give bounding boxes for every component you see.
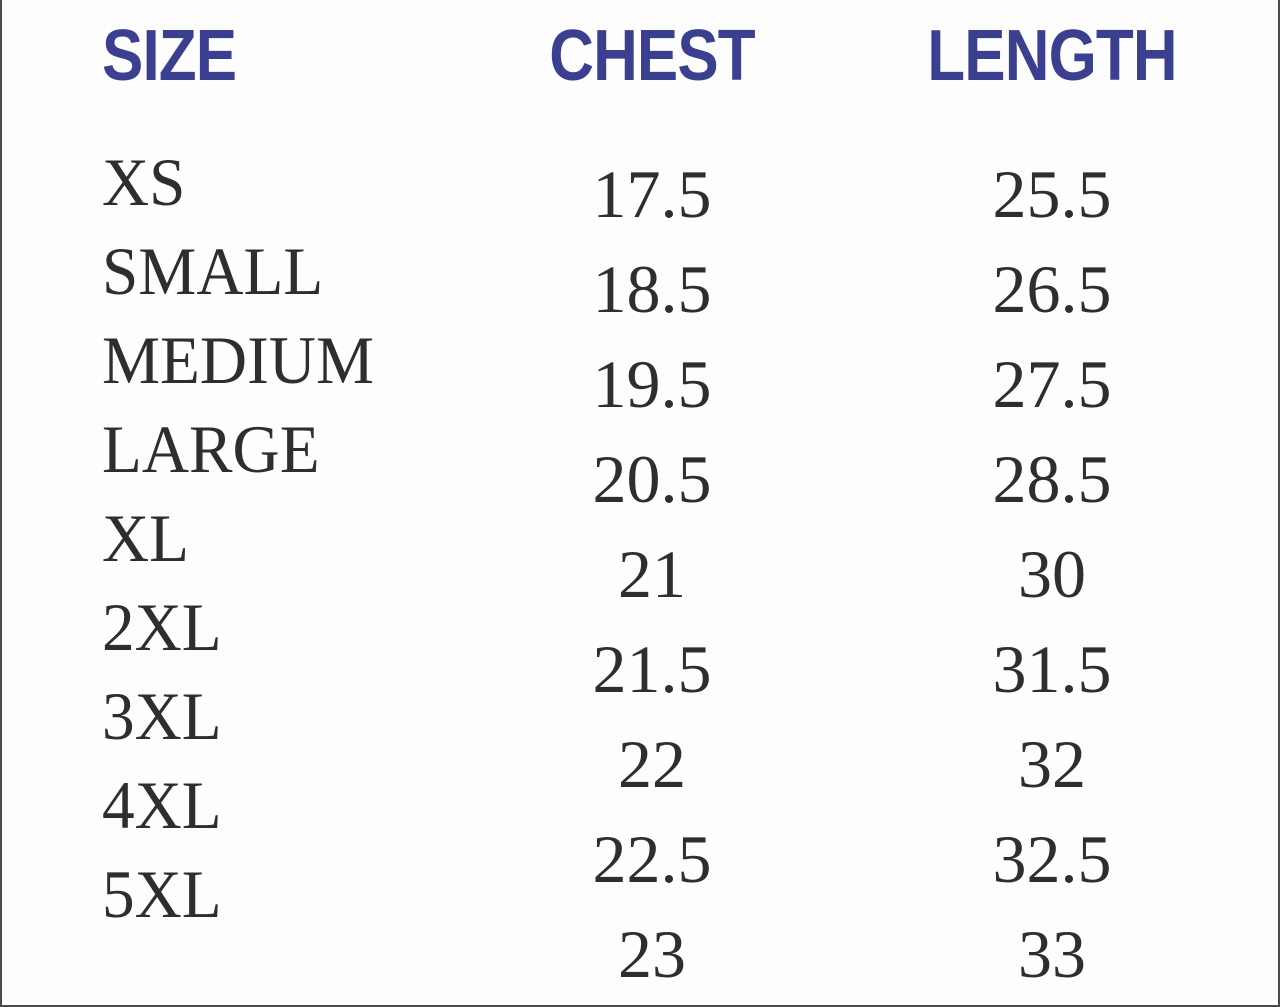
size-label-cell: XL xyxy=(102,500,190,576)
size-label-cell: XS xyxy=(102,144,186,220)
chest-value-cell: 21 xyxy=(618,536,686,612)
length-value-cell: 32.5 xyxy=(992,821,1112,897)
chest-value-cell: 19.5 xyxy=(592,346,712,422)
size-label-cell: 2XL xyxy=(102,589,222,665)
length-value-cell: 27.5 xyxy=(992,346,1112,422)
length-value-cell: 26.5 xyxy=(992,251,1112,327)
length-value-cell: 28.5 xyxy=(992,441,1112,517)
column-header-chest: CHEST xyxy=(549,16,755,96)
length-value-cell: 30 xyxy=(1018,536,1086,612)
size-label-cell: 4XL xyxy=(102,767,222,843)
size-label-cell: 5XL xyxy=(102,856,222,932)
chest-value-cell: 17.5 xyxy=(592,156,712,232)
size-label-cell: SMALL xyxy=(102,233,324,309)
size-label-cell: LARGE xyxy=(102,411,320,487)
size-label-cell: 3XL xyxy=(102,678,222,754)
chest-value-cell: 22.5 xyxy=(592,821,712,897)
chest-value-cell: 20.5 xyxy=(592,441,712,517)
length-value-cell: 25.5 xyxy=(992,156,1112,232)
chest-value-cell: 21.5 xyxy=(592,631,712,707)
table-header-row: SIZE CHEST LENGTH xyxy=(2,0,1278,120)
chest-value-cell: 23 xyxy=(618,916,686,992)
chest-value-cell: 22 xyxy=(618,726,686,802)
length-value-cell: 32 xyxy=(1018,726,1086,802)
size-label-cell: MEDIUM xyxy=(102,322,374,398)
length-value-cell: 33 xyxy=(1018,916,1086,992)
column-header-length: LENGTH xyxy=(927,16,1177,96)
length-value-cell: 31.5 xyxy=(992,631,1112,707)
column-header-size: SIZE xyxy=(102,16,237,96)
chest-value-cell: 18.5 xyxy=(592,251,712,327)
